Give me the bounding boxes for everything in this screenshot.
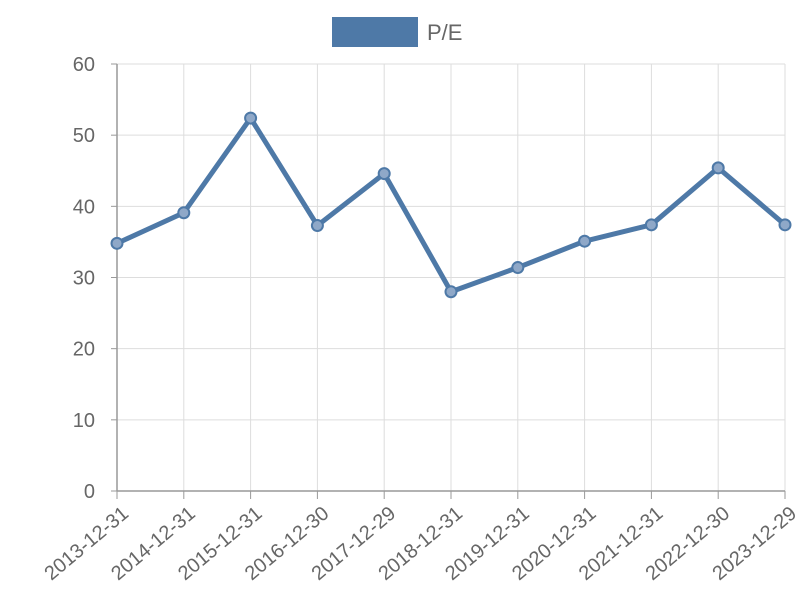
data-point[interactable] xyxy=(711,161,725,175)
legend[interactable]: P/E xyxy=(332,17,462,47)
y-tick-label: 40 xyxy=(73,196,95,218)
y-tick-label: 10 xyxy=(73,410,95,432)
series-group xyxy=(110,111,792,299)
y-axis-ticks: 0 10 20 30 40 50 60 xyxy=(73,54,117,503)
data-point[interactable] xyxy=(177,206,191,220)
data-point[interactable] xyxy=(244,111,258,125)
data-point[interactable] xyxy=(778,218,792,232)
y-tick-label: 30 xyxy=(73,268,95,290)
data-point[interactable] xyxy=(310,219,324,233)
legend-swatch xyxy=(332,17,418,47)
y-tick-label: 20 xyxy=(73,339,95,361)
legend-label: P/E xyxy=(427,20,462,45)
y-tick-label: 60 xyxy=(73,54,95,76)
x-axis-ticks: 2013-12-312014-12-312015-12-312016-12-30… xyxy=(40,491,800,585)
grid-lines xyxy=(116,63,786,492)
y-tick-label: 0 xyxy=(84,481,95,503)
data-point[interactable] xyxy=(578,234,592,248)
data-point[interactable] xyxy=(644,218,658,232)
data-point[interactable] xyxy=(511,261,525,275)
y-tick-label: 50 xyxy=(73,125,95,147)
data-point[interactable] xyxy=(444,285,458,299)
data-point[interactable] xyxy=(110,236,124,250)
data-point[interactable] xyxy=(377,167,391,181)
